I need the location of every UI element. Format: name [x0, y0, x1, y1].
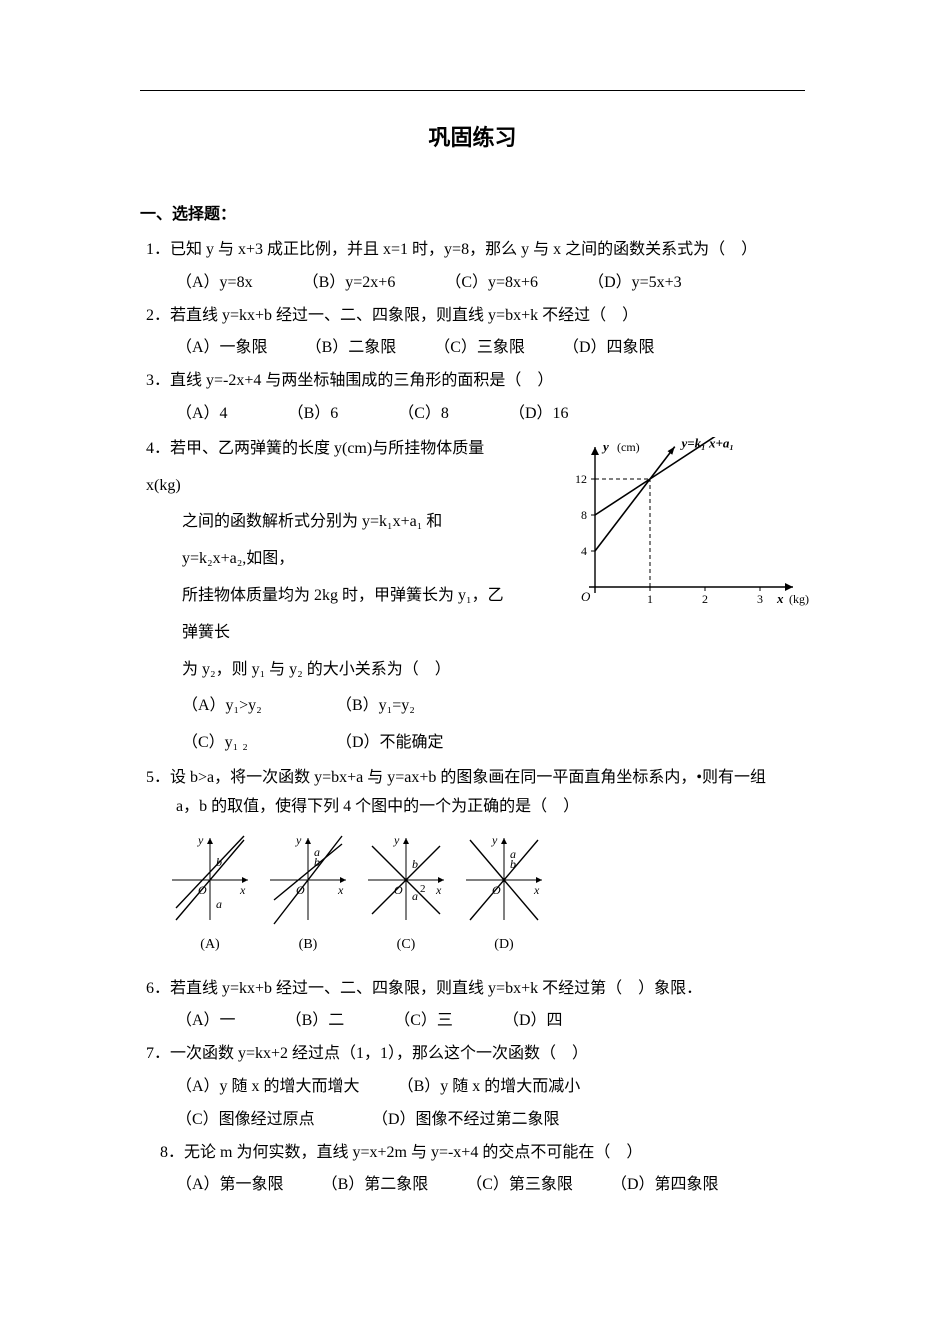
q7-opt-d: （D）图像不经过第二象限 [372, 1104, 560, 1137]
q5-figs: yxOba(A)yxOba(B)yxOba2(C)yxOba(D) [166, 832, 805, 965]
q8-opt-a: （A）第一象限 [176, 1169, 284, 1202]
q3-options: （A）4 （B）6 （C）8 （D）16 [176, 398, 805, 431]
q6-options: （A）一 （B）二 （C）三 （D）四 [176, 1005, 805, 1038]
q4-l3: 所挂物体质量均为 2kg 时，甲弹簧长为 y₁，乙弹簧长 [182, 578, 506, 652]
q7-opt-a: （A）y 随 x 的增大而增大 [176, 1071, 360, 1104]
q2-opt-d: （D）四象限 [563, 332, 655, 365]
svg-text:(B): (B) [299, 937, 318, 952]
svg-text:a: a [216, 897, 222, 911]
svg-text:3: 3 [757, 592, 763, 606]
svg-text:y=k₁ x+a₁: y=k₁ x+a₁ [680, 437, 734, 451]
svg-text:x: x [337, 883, 344, 897]
q8-text: 8．无论 m 为何实数，直线 y=x+2m 与 y=-x+4 的交点不可能在（ … [160, 1137, 805, 1170]
q2-text: 2．若直线 y=kx+b 经过一、二、四象限，则直线 y=bx+k 不经过（ ） [146, 300, 805, 333]
q5-figs-svg: yxOba(A)yxOba(B)yxOba2(C)yxOba(D) [166, 832, 566, 960]
page-title: 巩固练习 [140, 120, 805, 152]
q2-opt-a: （A）一象限 [176, 332, 268, 365]
q1-text: 1．已知 y 与 x+3 成正比例，并且 x=1 时，y=8，那么 y 与 x … [146, 234, 805, 267]
svg-text:2: 2 [420, 883, 426, 895]
q7-opt-c: （C）图像经过原点 [176, 1104, 368, 1137]
q4-opts-row1: （A）y₁>y₂ （B）y₁=y₂ [182, 688, 506, 725]
q6-opt-d: （D）四 [503, 1005, 563, 1038]
q4: 4．若甲、乙两弹簧的长度 y(cm)与所挂物体质量 x(kg) 之间的函数解析式… [140, 431, 805, 762]
svg-text:O: O [581, 589, 591, 604]
q7-opt-b: （B）y 随 x 的增大而减小 [398, 1071, 581, 1104]
q7-text: 7．一次函数 y=kx+2 经过点（1，1），那么这个一次函数（ ） [146, 1038, 805, 1071]
q4-l2: 之间的函数解析式分别为 y=k₁x+a₁ 和 y=k₂x+a₂,如图， [182, 504, 506, 578]
q4-opt-b: （B）y₁=y₂ [336, 697, 415, 714]
q6-opt-a: （A）一 [176, 1005, 236, 1038]
svg-text:12: 12 [575, 472, 587, 486]
q8-opt-b: （B）第二象限 [322, 1169, 429, 1202]
q1-opt-c: （C）y=8x+6 [445, 267, 538, 300]
q4-opt-c: （C）y₁ ₂ [182, 725, 332, 762]
q5-l2: a，b 的取值，使得下列 4 个图中的一个为正确的是（ ） [176, 791, 805, 824]
svg-text:(D): (D) [494, 937, 514, 952]
q4-opts-row2: （C）y₁ ₂ （D）不能确定 [182, 725, 506, 762]
q1-opt-a: （A）y=8x [176, 267, 253, 300]
q3-opt-d: （D）16 [509, 398, 569, 431]
svg-text:(kg): (kg) [789, 592, 809, 606]
q4-chart-svg: 1234812y(cm)x(kg)Oy=k₁ x+a₁y=k₂ x+a₂ [555, 437, 815, 617]
svg-text:y: y [295, 833, 302, 847]
q8-opt-d: （D）第四象限 [611, 1169, 719, 1202]
svg-text:y: y [601, 439, 609, 454]
svg-text:1: 1 [647, 592, 653, 606]
q1-options: （A）y=8x （B）y=2x+6 （C）y=8x+6 （D）y=5x+3 [176, 267, 805, 300]
q1-opt-d: （D）y=5x+3 [588, 267, 682, 300]
top-rule [140, 90, 805, 91]
q4-chart: 1234812y(cm)x(kg)Oy=k₁ x+a₁y=k₂ x+a₂ [555, 437, 815, 622]
svg-text:(C): (C) [397, 937, 416, 952]
q4-opt-d: （D）不能确定 [336, 734, 444, 751]
svg-text:4: 4 [581, 544, 587, 558]
q3-opt-a: （A）4 [176, 398, 228, 431]
q8-options: （A）第一象限 （B）第二象限 （C）第三象限 （D）第四象限 [176, 1169, 805, 1202]
svg-text:y: y [197, 833, 204, 847]
svg-text:x: x [776, 591, 784, 606]
q6-text: 6．若直线 y=kx+b 经过一、二、四象限，则直线 y=bx+k 不经过第（ … [146, 973, 805, 1006]
q2-options: （A）一象限 （B）二象限 （C）三象限 （D）四象限 [176, 332, 805, 365]
svg-text:b: b [216, 855, 222, 869]
q3-opt-b: （B）6 [288, 398, 339, 431]
svg-text:(A): (A) [200, 937, 220, 952]
svg-text:a: a [510, 847, 516, 861]
svg-text:x: x [239, 883, 246, 897]
q3-opt-c: （C）8 [398, 398, 449, 431]
svg-text:a: a [412, 889, 418, 903]
q3-text: 3．直线 y=-2x+4 与两坐标轴围成的三角形的面积是（ ） [146, 365, 805, 398]
section-heading: 一、选择题： [140, 200, 805, 224]
q7-opts-row2: （C）图像经过原点 （D）图像不经过第二象限 [176, 1104, 805, 1137]
svg-text:x: x [533, 883, 540, 897]
q4-l4: 为 y₂，则 y₁ 与 y₂ 的大小关系为（ ） [182, 652, 506, 689]
svg-text:(cm): (cm) [617, 440, 640, 454]
q5-l1: 5．设 b>a，将一次函数 y=bx+a 与 y=ax+b 的图象画在同一平面直… [146, 762, 805, 795]
svg-text:8: 8 [581, 508, 587, 522]
q1-opt-b: （B）y=2x+6 [303, 267, 396, 300]
q6-opt-c: （C）三 [394, 1005, 453, 1038]
svg-text:2: 2 [702, 592, 708, 606]
svg-text:a: a [314, 845, 320, 859]
q2-opt-c: （C）三象限 [434, 332, 525, 365]
svg-text:y: y [393, 833, 400, 847]
q2-opt-b: （B）二象限 [306, 332, 397, 365]
q8-opt-c: （C）第三象限 [466, 1169, 573, 1202]
q4-text: 4．若甲、乙两弹簧的长度 y(cm)与所挂物体质量 x(kg) 之间的函数解析式… [146, 431, 506, 762]
svg-text:y: y [491, 833, 498, 847]
q6-opt-b: （B）二 [286, 1005, 345, 1038]
svg-text:x: x [435, 883, 442, 897]
svg-text:b: b [412, 857, 418, 871]
q7-opts-row1: （A）y 随 x 的增大而增大 （B）y 随 x 的增大而减小 [176, 1071, 805, 1104]
q4-opt-a: （A）y₁>y₂ [182, 688, 332, 725]
page: 巩固练习 一、选择题： 1．已知 y 与 x+3 成正比例，并且 x=1 时，y… [0, 0, 945, 1337]
q4-l1: 4．若甲、乙两弹簧的长度 y(cm)与所挂物体质量 x(kg) [146, 431, 506, 505]
